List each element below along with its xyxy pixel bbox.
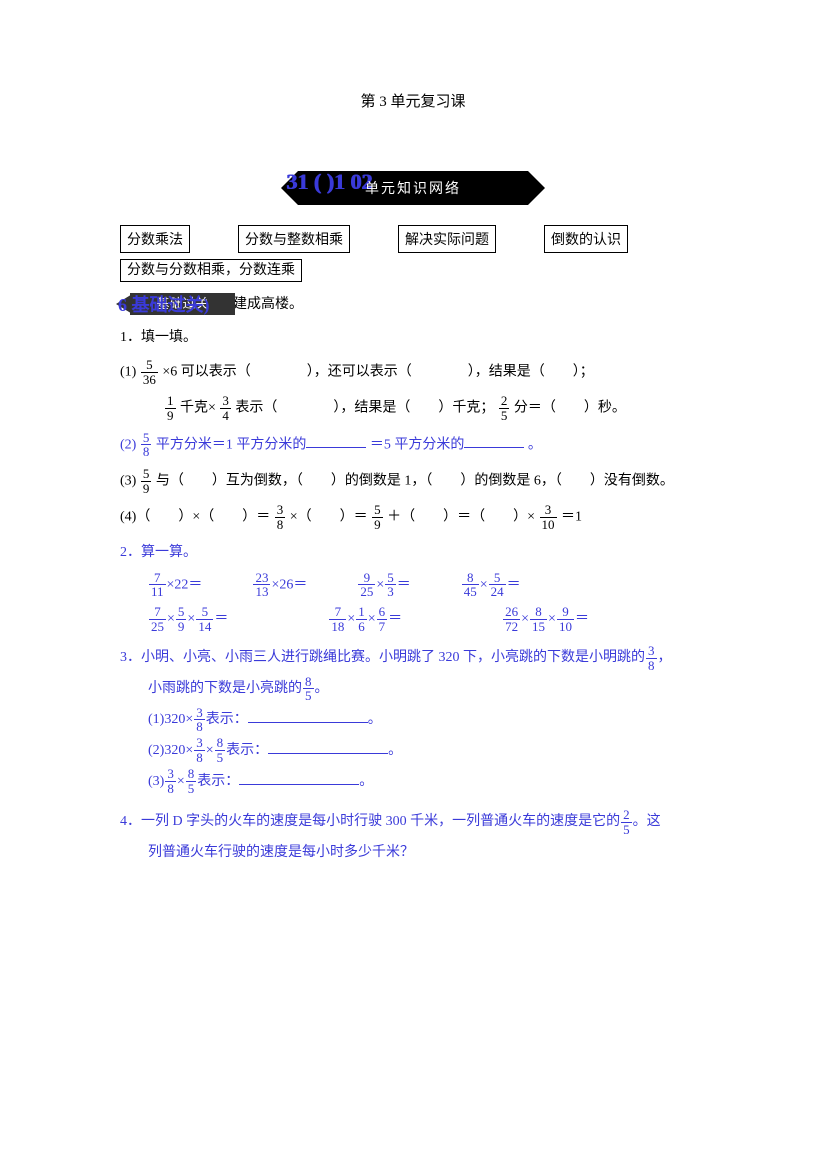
text: 表示（ ），结果是（ ）千克；	[235, 401, 494, 416]
text: ＋（ ）＝（ ）×	[387, 510, 535, 525]
text: ＝1	[561, 510, 582, 525]
fraction: 34	[220, 394, 231, 422]
calc-expr: 725×59×514＝	[148, 605, 228, 633]
q3-head-line2: 小雨跳的下数是小亮跳的85。	[148, 674, 706, 705]
section-basics-header: 基础过关 6 基础过关) 不夯实基础，难建成高楼。	[120, 291, 706, 319]
q4-block: 4．一列 D 字头的火车的速度是每小时行驶 300 千米，一列普通火车的速度是它…	[120, 807, 706, 869]
text: (3)	[120, 473, 136, 488]
calc-expr: 718×16×67＝	[328, 605, 402, 633]
calc-expr: 711×22＝	[148, 571, 202, 599]
fraction: 25	[499, 394, 510, 422]
q2-head: 2．算一算。	[120, 540, 706, 565]
text: (4)（ ）×（ ）＝	[120, 510, 270, 525]
q4-line1: 4．一列 D 字头的火车的速度是每小时行驶 300 千米，一列普通火车的速度是它…	[120, 807, 706, 838]
fraction: 38	[275, 503, 286, 531]
blank	[248, 708, 368, 723]
q4-line2: 列普通火车行驶的速度是每小时多少千米？	[148, 838, 706, 869]
concept-box: 分数与分数相乘，分数连乘	[120, 259, 302, 282]
text: (2)	[120, 437, 136, 452]
fraction: 58	[141, 431, 152, 459]
section-banner-network: 31 ( )1 02 单元知识网络	[298, 171, 528, 205]
fraction: 310	[540, 503, 557, 531]
q2-row1: 711×22＝ 2313×26＝ 925×53＝ 845×524＝	[148, 571, 706, 599]
calc-expr: 2672×815×910＝	[502, 605, 589, 633]
concept-boxes-row2: 分数与分数相乘，分数连乘	[120, 259, 706, 279]
q3-sub3: (3)38×85表示：。	[148, 767, 706, 798]
q3-sub1: (1)320×38表示：。	[148, 705, 706, 736]
calc-expr: 925×53＝	[357, 571, 410, 599]
blank	[268, 739, 388, 754]
banner-overlay-decor: 31 ( )1 02	[286, 169, 372, 195]
calc-expr: 845×524＝	[461, 571, 521, 599]
fraction: 536	[141, 358, 158, 386]
fraction: 59	[141, 467, 152, 495]
text: (1)	[120, 365, 136, 380]
q3-head-line1: 3．小明、小亮、小雨三人进行跳绳比赛。小明跳了 320 下，小亮跳的下数是小明跳…	[120, 643, 706, 674]
q3-sub2: (2)320×38×85表示：。	[148, 736, 706, 767]
text: ＝5 平方分米的	[370, 437, 465, 452]
calc-expr: 2313×26＝	[252, 571, 307, 599]
text: 与（ ）互为倒数，（ ）的倒数是 1，（ ）的倒数是 6，（ ）没有倒数。	[156, 473, 674, 488]
fraction: 19	[165, 394, 176, 422]
section-overlay-decor: 6 基础过关)	[118, 291, 210, 317]
page-title: 第 3 单元复习课	[120, 90, 706, 111]
banner-text: 单元知识网络	[365, 178, 461, 198]
text: ×（ ）＝	[290, 510, 368, 525]
fraction: 59	[372, 503, 383, 531]
concept-box: 分数乘法	[120, 225, 190, 253]
q3-block: 3．小明、小亮、小雨三人进行跳绳比赛。小明跳了 320 下，小亮跳的下数是小明跳…	[120, 643, 706, 797]
blank	[239, 770, 359, 785]
q1-item-1b: 19 千克× 34 表示（ ），结果是（ ）千克； 25 分＝（ ）秒。	[164, 394, 706, 422]
text: 千克×	[180, 401, 216, 416]
text: 平方分米＝1 平方分米的	[156, 437, 307, 452]
concept-box: 分数与整数相乘	[238, 225, 350, 253]
q1-head: 1．填一填。	[120, 325, 706, 350]
concept-box: 倒数的认识	[544, 225, 628, 253]
q1-item-1a: (1) 536 ×6 可以表示（ ），还可以表示（ ），结果是（ ）；	[120, 358, 706, 386]
q1-item-4: (4)（ ）×（ ）＝ 38 ×（ ）＝ 59 ＋（ ）＝（ ）× 310 ＝1	[120, 503, 706, 531]
blank	[306, 433, 366, 448]
blank	[464, 433, 524, 448]
concept-box: 解决实际问题	[398, 225, 496, 253]
text: 。	[528, 437, 542, 452]
text: ×6 可以表示（ ），还可以表示（ ），结果是（ ）；	[162, 365, 593, 380]
q1-item-3: (3) 59 与（ ）互为倒数，（ ）的倒数是 1，（ ）的倒数是 6，（ ）没…	[120, 467, 706, 495]
text: 分＝（ ）秒。	[514, 401, 626, 416]
concept-boxes-row1: 分数乘法 分数与整数相乘 解决实际问题 倒数的认识	[120, 225, 706, 253]
q2-row2: 725×59×514＝ 718×16×67＝ 2672×815×910＝	[148, 605, 706, 633]
q1-item-2: (2) 58 平方分米＝1 平方分米的 ＝5 平方分米的 。	[120, 431, 706, 459]
